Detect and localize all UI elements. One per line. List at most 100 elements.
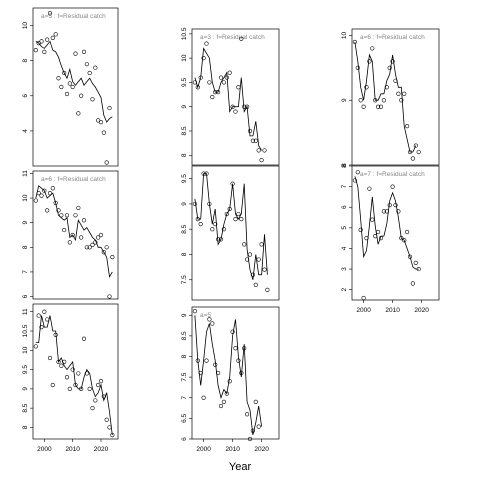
observed-point <box>381 98 387 103</box>
observed-point <box>245 104 250 109</box>
y-tick-label: 7 <box>341 184 348 188</box>
panel-1: 4 6 8 10 a=5 : f=Residual catch <box>22 7 119 167</box>
observed-point <box>216 370 221 376</box>
observed-point <box>218 75 224 80</box>
observed-point <box>358 98 363 103</box>
y-tick-label: 6 <box>22 94 29 98</box>
observed-point <box>93 240 98 245</box>
panel-8: 2 3 4 5 6 7 8 2000 2010 2020 a=7 : f=Residual catc… <box>341 164 440 314</box>
observed-point <box>98 379 104 384</box>
observed-point <box>407 149 413 155</box>
y-tick-label: 6.5 <box>181 413 188 422</box>
observed-point <box>64 213 70 218</box>
observed-point <box>192 309 197 314</box>
observed-point <box>59 213 64 218</box>
panel-label: a=5 <box>200 312 211 319</box>
panel-4: 8 8.5 9 9.5 10 10.5 a=3 : f=Residual catch <box>181 27 280 166</box>
observed-point <box>90 406 95 411</box>
y-tick-label: 7 <box>22 270 29 274</box>
observed-point <box>198 222 203 227</box>
observed-point <box>81 218 87 223</box>
y-tick-label: 7.5 <box>181 372 188 381</box>
observed-point <box>104 417 109 422</box>
observed-point <box>396 91 401 96</box>
y-tick-label: 2 <box>341 288 348 292</box>
observed-point <box>407 254 413 259</box>
observed-point <box>79 93 84 98</box>
observed-point <box>250 272 255 277</box>
observed-point <box>98 232 104 238</box>
panel-label: a=3 : f=Residual catch <box>200 34 265 41</box>
y-tick-label: 8 <box>22 425 29 429</box>
observed-point <box>198 75 203 80</box>
y-tick-label: 7 <box>181 396 188 400</box>
fitted-line <box>194 173 268 280</box>
y-tick-label: 9.5 <box>181 174 188 183</box>
x-tick-label: 2020 <box>254 446 269 453</box>
y-tick-label: 7.5 <box>181 275 188 284</box>
y-tick-label: 10.5 <box>181 27 188 40</box>
observed-point <box>378 104 384 109</box>
observed-point <box>387 65 392 70</box>
observed-point <box>107 105 112 111</box>
panel-frame <box>191 306 280 440</box>
observed-point <box>239 216 244 222</box>
observed-point <box>227 379 232 384</box>
observed-point <box>213 222 218 227</box>
observed-point <box>227 70 232 75</box>
fitted-line <box>354 176 419 270</box>
observed-point <box>76 371 81 376</box>
fitted-line <box>194 315 262 435</box>
observed-point <box>233 109 238 114</box>
observed-point <box>210 227 215 232</box>
observed-point <box>221 399 226 404</box>
observed-point <box>42 188 47 193</box>
observed-point <box>256 257 261 262</box>
observed-point <box>239 370 244 376</box>
observed-point <box>381 209 387 214</box>
y-tick-label: 9.5 <box>181 78 188 87</box>
observed-point <box>84 371 89 376</box>
observed-point <box>224 391 229 396</box>
observed-point <box>47 191 53 196</box>
panel-frame <box>32 170 119 300</box>
observed-point <box>201 56 206 61</box>
y-tick-label: 10 <box>181 54 188 62</box>
observed-point <box>204 171 209 176</box>
y-tick-label: 8.5 <box>22 403 29 412</box>
observed-point <box>81 49 87 54</box>
observed-point <box>104 160 109 165</box>
observed-point <box>59 363 64 368</box>
observed-point <box>47 355 53 361</box>
observed-point <box>201 395 206 400</box>
observed-point <box>410 281 416 286</box>
observed-point <box>393 203 398 208</box>
panel-7: 8 9 10 a=6 : f=Residual catch <box>341 28 440 167</box>
y-tick-label: 5 <box>341 226 348 230</box>
observed-point <box>47 11 53 16</box>
observed-point <box>355 170 360 175</box>
observed-point <box>59 84 64 90</box>
y-tick-label: 8 <box>341 164 348 168</box>
observed-point <box>416 266 421 272</box>
y-tick-label: 10 <box>22 194 29 202</box>
x-tick-label: 2010 <box>65 446 80 453</box>
observed-point <box>56 76 61 81</box>
observed-point <box>36 191 41 196</box>
observed-point <box>224 75 229 80</box>
y-tick-label: 6 <box>181 437 188 441</box>
observed-point <box>90 242 95 247</box>
observed-point <box>42 309 47 314</box>
fitted-line <box>354 41 417 153</box>
observed-point <box>373 98 378 103</box>
observed-point <box>62 70 67 76</box>
observed-point <box>413 143 418 148</box>
observed-point <box>361 295 366 301</box>
observed-point <box>352 178 358 183</box>
observed-point <box>233 216 238 222</box>
observed-point <box>50 186 55 191</box>
y-tick-label: 8.5 <box>181 126 188 135</box>
y-tick-label: 9 <box>22 387 29 391</box>
observed-point <box>107 294 112 299</box>
observed-point <box>262 148 267 153</box>
